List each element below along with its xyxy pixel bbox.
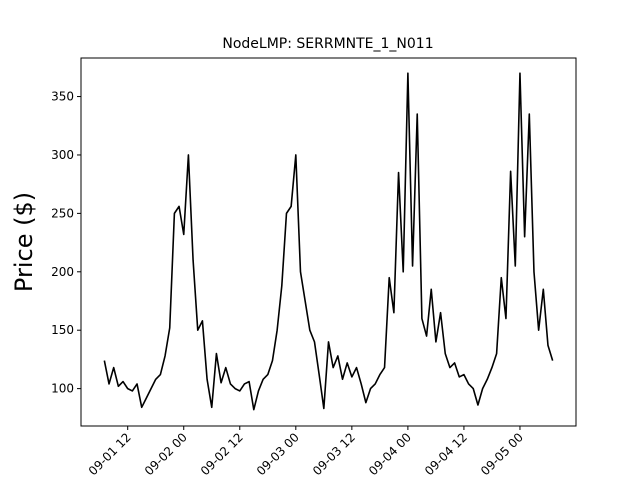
y-tick-label: 300 (51, 148, 74, 162)
y-tick-label: 150 (51, 323, 74, 337)
line-series (103, 72, 554, 411)
plot-frame (80, 57, 577, 427)
y-tick-label: 100 (51, 382, 74, 396)
y-tick-label: 350 (51, 90, 74, 104)
chart-title: NodeLMP: SERRMNTE_1_N011 (222, 36, 433, 52)
y-tick-label: 250 (51, 206, 74, 220)
y-tick-label: 200 (51, 265, 74, 279)
y-axis-label: Price ($) (10, 192, 38, 292)
